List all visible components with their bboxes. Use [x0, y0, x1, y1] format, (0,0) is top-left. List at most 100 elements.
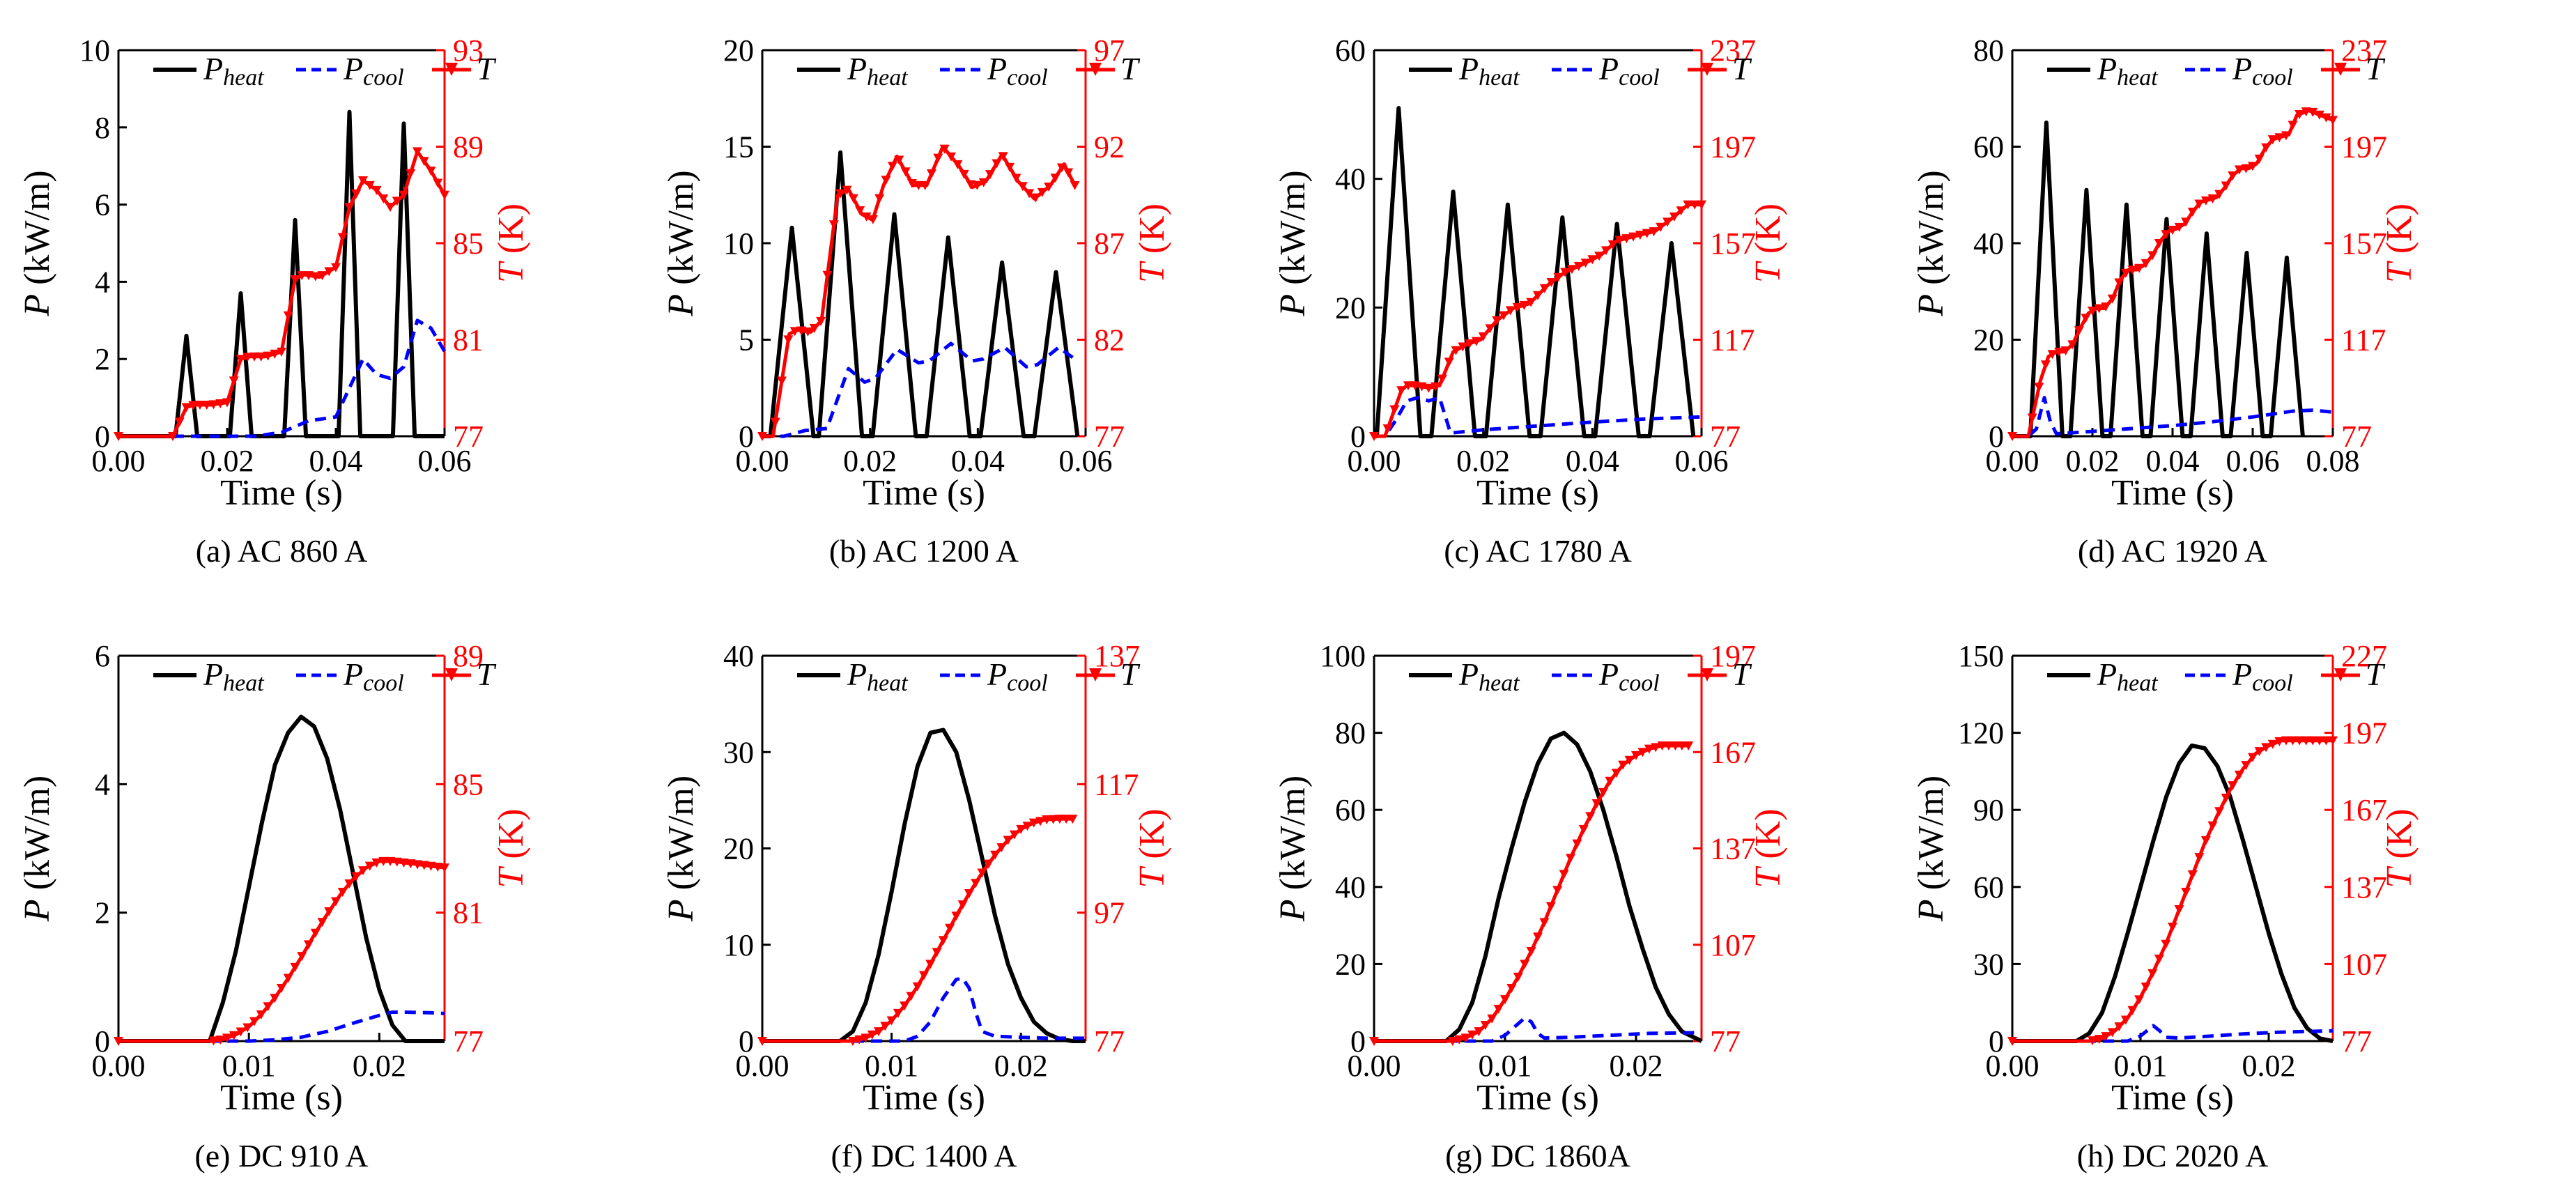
- temperature-marker: [249, 1017, 259, 1026]
- x-axis-label: Time (s): [220, 1078, 343, 1118]
- temperature-marker: [920, 180, 930, 190]
- left-tick-label: 30: [1973, 947, 2004, 981]
- y-axis-label-left: P (kW/m): [1911, 170, 1951, 316]
- temperature-marker: [2241, 761, 2251, 771]
- y-axis-label-left: P (kW/m): [661, 170, 701, 316]
- temperature-marker: [2200, 836, 2211, 845]
- temperature-marker: [2168, 922, 2177, 932]
- temperature-marker: [1396, 386, 1407, 396]
- temperature-marker: [440, 190, 449, 200]
- temperature-marker: [1580, 259, 1591, 268]
- panel-caption: (g) DC 1860A: [1445, 1138, 1630, 1173]
- temperature-marker: [1539, 918, 1550, 928]
- temperature-marker: [770, 417, 780, 427]
- legend: Pheat Pcool T: [2047, 51, 2386, 91]
- temperature-marker: [406, 859, 416, 869]
- legend-temp-marker: [445, 668, 458, 682]
- left-tick-label: 15: [723, 130, 754, 164]
- temperature-marker: [1624, 755, 1635, 765]
- temperature-marker: [236, 355, 246, 364]
- left-tick-label: 20: [1973, 323, 2004, 357]
- temperature-marker: [880, 1022, 890, 1031]
- temperature-marker: [919, 971, 929, 980]
- legend-heat-label: Pheat: [2097, 51, 2159, 91]
- right-tick-label: 81: [453, 323, 484, 357]
- temperature-marker: [2147, 969, 2158, 978]
- x-tick-label: 0.01: [222, 1049, 276, 1083]
- temperature-marker: [1474, 1027, 1484, 1037]
- legend-heat-label: Pheat: [847, 656, 909, 696]
- temperature-marker: [2281, 736, 2291, 746]
- y-axis-label-right: T (K): [491, 203, 531, 283]
- temperature-marker: [277, 347, 286, 357]
- legend-temp-label: T: [1732, 656, 1752, 692]
- temperature-marker: [881, 176, 891, 185]
- temperature-marker: [861, 1033, 871, 1043]
- temperature-marker: [925, 960, 936, 969]
- temperature-marker: [2221, 181, 2231, 191]
- x-tick-label: 0.08: [2306, 444, 2360, 478]
- temperature-marker: [874, 194, 885, 203]
- temperature-marker: [1559, 870, 1569, 879]
- temperature-marker: [440, 863, 449, 873]
- temperature-marker: [992, 159, 1002, 169]
- series-p-heat: [118, 109, 445, 438]
- temperature-marker: [990, 850, 1001, 860]
- legend-temp-label: T: [2366, 51, 2386, 86]
- temperature-marker: [2107, 294, 2118, 304]
- series-p-heat: [2012, 120, 2305, 438]
- temperature-marker: [789, 327, 800, 337]
- right-tick-label: 97: [1094, 33, 1125, 68]
- left-tick-label: 60: [1335, 33, 1366, 68]
- temperature-marker: [854, 1035, 865, 1045]
- temperature-marker: [1566, 854, 1575, 863]
- temperature-marker: [1664, 741, 1674, 751]
- temperature-marker: [297, 271, 307, 281]
- left-tick-label: 8: [95, 111, 110, 145]
- x-axis-label: Time (s): [2111, 1078, 2234, 1118]
- y-axis-label-right: T (K): [2380, 808, 2419, 888]
- temperature-marker: [1437, 374, 1447, 384]
- temperature-marker: [2207, 194, 2218, 203]
- temperature-marker: [310, 272, 321, 282]
- temperature-marker: [912, 982, 923, 992]
- temperature-marker: [181, 403, 192, 413]
- temperature-marker: [399, 858, 409, 868]
- x-tick-label: 0.06: [1059, 444, 1113, 478]
- temperature-marker: [971, 879, 981, 888]
- temperature-marker: [229, 376, 239, 386]
- x-tick-label: 0.02: [843, 444, 897, 478]
- temperature-marker: [337, 233, 348, 243]
- temperature-marker: [2308, 107, 2318, 117]
- left-tick-label: 80: [1973, 33, 2004, 68]
- temperature-marker: [985, 170, 996, 180]
- left-tick-label: 2: [95, 896, 110, 930]
- temperature-marker: [1526, 946, 1536, 956]
- temperature-marker: [1614, 236, 1625, 245]
- right-tick-label: 237: [2341, 33, 2387, 68]
- temperature-marker: [887, 162, 897, 171]
- temperature-marker: [1478, 332, 1488, 341]
- temperature-marker: [886, 1016, 897, 1026]
- temperature-marker: [344, 203, 355, 213]
- right-tick-label: 117: [2341, 323, 2386, 357]
- right-tick-label: 82: [1094, 323, 1125, 357]
- temperature-marker: [777, 376, 787, 386]
- right-tick-label: 77: [1094, 1024, 1125, 1059]
- temperature-marker: [1042, 815, 1052, 825]
- temperature-marker: [1480, 1020, 1490, 1030]
- temperature-marker: [337, 888, 348, 898]
- legend-heat-label: Pheat: [1458, 656, 1520, 696]
- temperature-marker: [2267, 135, 2278, 145]
- temperature-marker: [2101, 1032, 2111, 1042]
- temperature-marker: [331, 263, 341, 272]
- temperature-markers: [2007, 107, 2338, 441]
- temperature-marker: [932, 948, 942, 957]
- temperature-marker: [270, 349, 280, 359]
- temperature-marker: [426, 861, 436, 871]
- x-axis-label: Time (s): [863, 1078, 985, 1118]
- x-tick-label: 0.02: [994, 1049, 1048, 1083]
- temperature-marker: [2187, 207, 2198, 217]
- temperature-marker: [2088, 306, 2097, 316]
- temperature-marker: [946, 152, 956, 162]
